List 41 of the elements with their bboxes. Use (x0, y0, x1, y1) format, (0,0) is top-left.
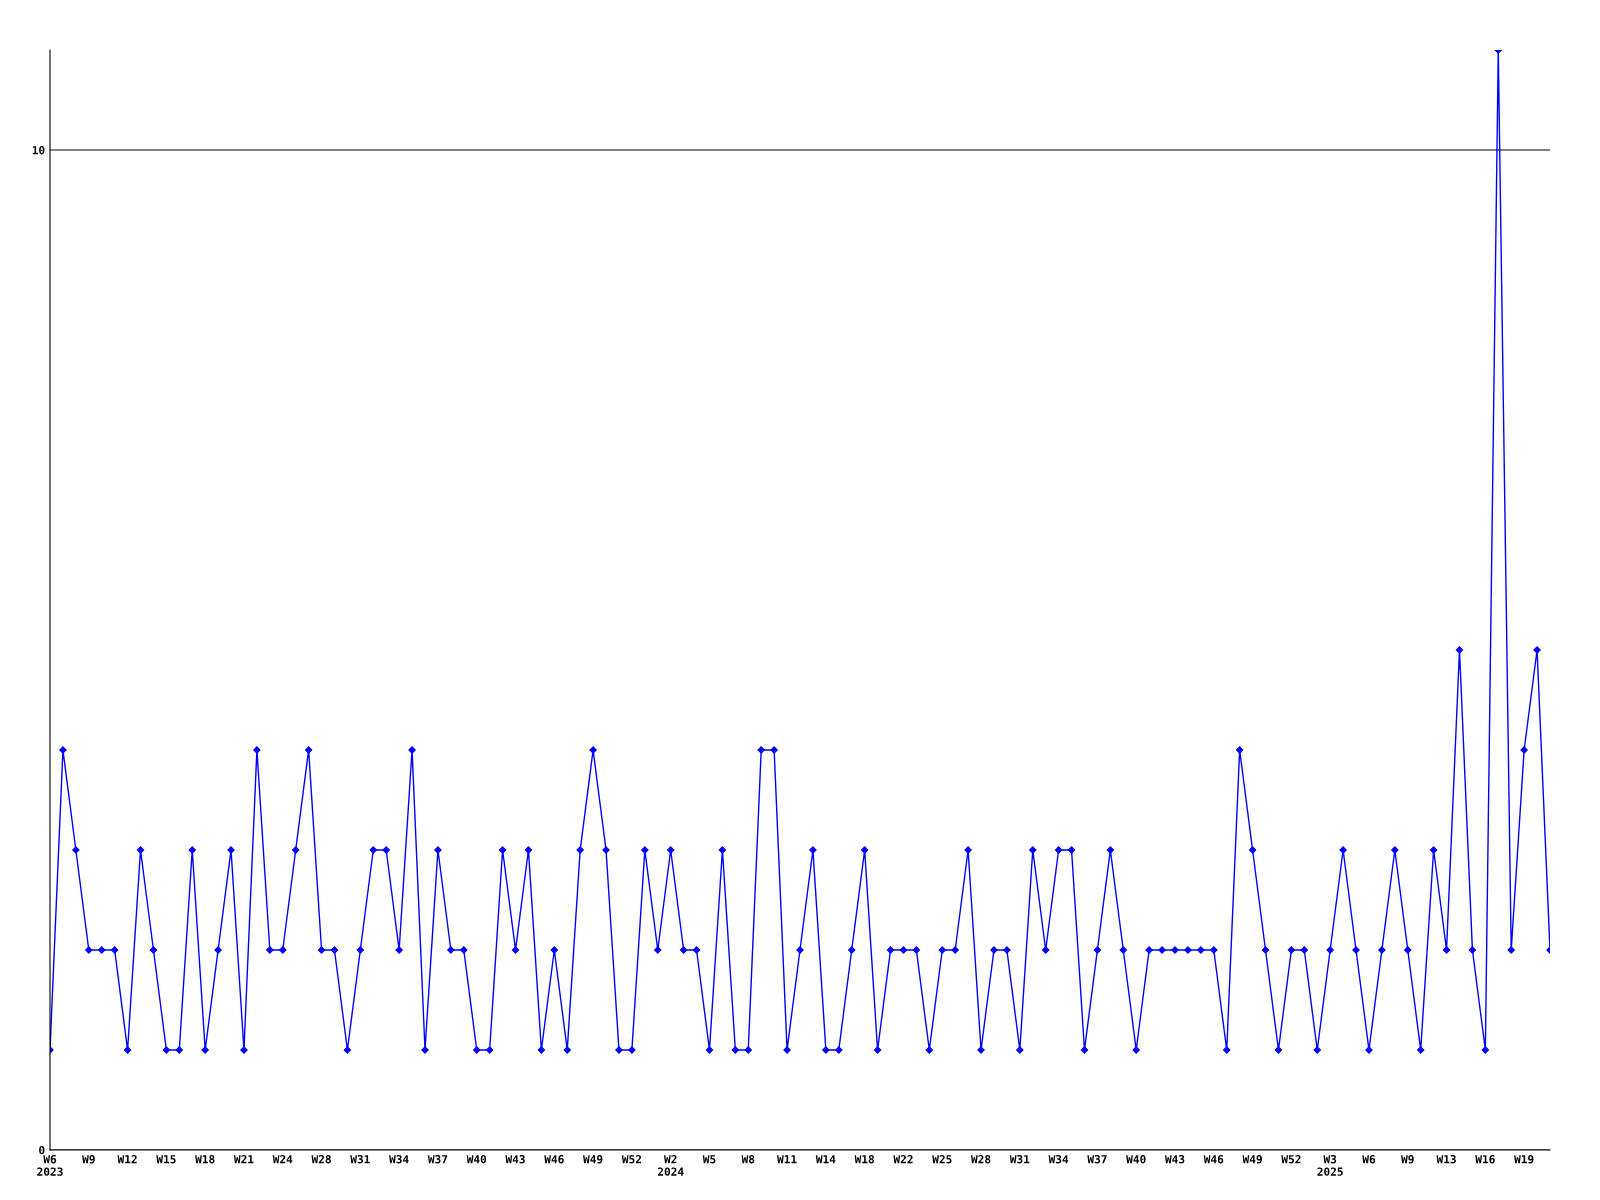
x-tick-label: W49 (1242, 1155, 1262, 1164)
x-tick-label: W40 (466, 1155, 487, 1164)
x-tick-label: W46 (1203, 1155, 1224, 1164)
x-tick-label: W49 (583, 1155, 603, 1164)
x-tick-label: W2 2024 (657, 1155, 684, 1176)
x-tick-label: W52 (621, 1155, 642, 1164)
x-tick-label: W28 (971, 1155, 991, 1164)
x-tick-label: W8 (741, 1155, 755, 1164)
x-tick-label: W18 (854, 1155, 874, 1164)
x-tick-label: W16 (1475, 1155, 1495, 1164)
x-tick-label: W13 (1436, 1155, 1456, 1164)
x-tick-label: W21 (233, 1155, 254, 1164)
x-tick-label: W14 (815, 1155, 836, 1164)
x-tick-label: W40 (1126, 1155, 1146, 1164)
x-tick-label: W31 (1009, 1155, 1030, 1164)
x-tick-label: W28 (311, 1155, 331, 1164)
x-tick-label: W3 2025 (1317, 1155, 1343, 1176)
x-tick-label: W18 (195, 1155, 215, 1164)
x-tick-label: W6 (1362, 1155, 1376, 1164)
x-tick-label: W19 (1514, 1155, 1534, 1164)
x-tick-label: W5 (702, 1155, 716, 1164)
x-tick-label: W43 (505, 1155, 525, 1164)
x-tick-label: W43 (1164, 1155, 1185, 1164)
y-tick-label: 10 (32, 146, 45, 155)
x-tick-label: W37 (1087, 1155, 1107, 1164)
x-tick-label: W37 (427, 1155, 448, 1164)
x-tick-label: W11 (777, 1155, 797, 1164)
x-tick-label: W52 (1281, 1155, 1301, 1164)
x-tick-label: W46 (544, 1155, 564, 1164)
x-tick-label: W24 (272, 1155, 293, 1164)
x-tick-label: W31 (350, 1155, 370, 1164)
x-tick-label: W34 (1048, 1155, 1069, 1164)
x-tick-label: W22 (893, 1155, 913, 1164)
x-tick-label: W12 (117, 1155, 137, 1164)
x-tick-label: W34 (389, 1155, 409, 1164)
x-tick-label: W9 (82, 1155, 95, 1164)
y-tick-label: 0 (39, 1145, 45, 1155)
x-tick-label: W25 (932, 1155, 952, 1164)
x-tick-label: W15 (156, 1155, 176, 1164)
x-tick-label: W6 2023 (37, 1155, 63, 1176)
x-tick-label: W9 (1401, 1155, 1414, 1164)
